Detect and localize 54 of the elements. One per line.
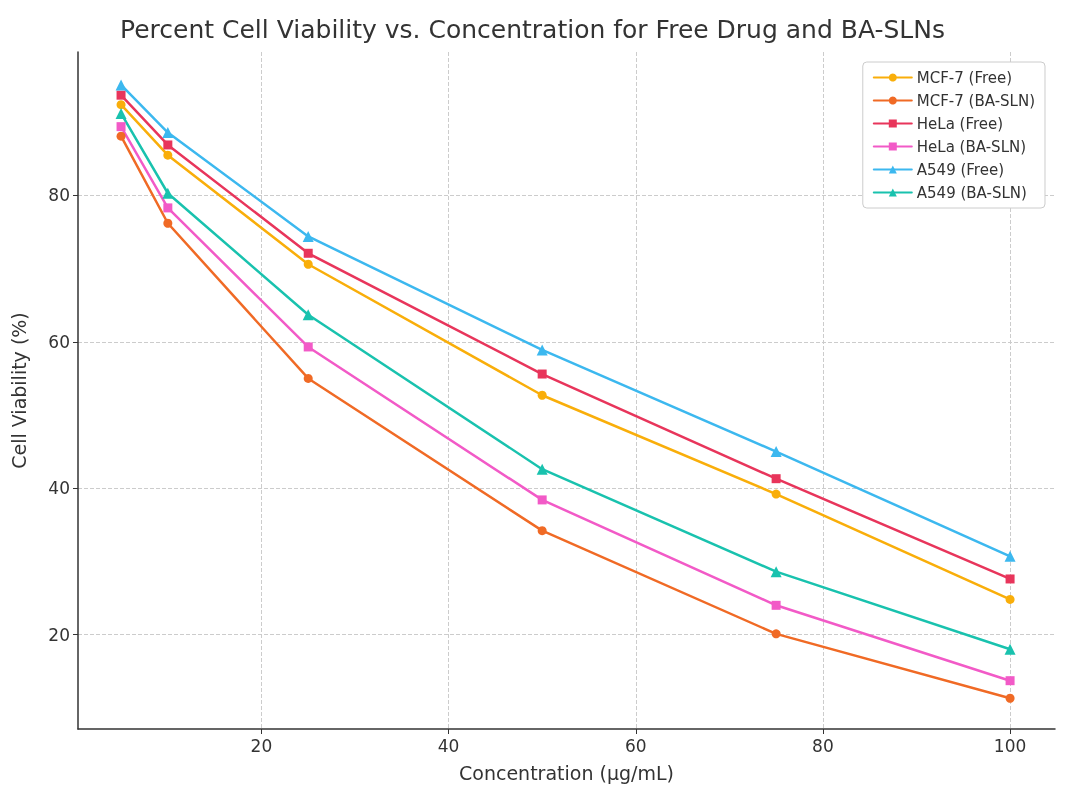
point xyxy=(162,127,174,139)
point xyxy=(163,218,173,228)
point xyxy=(162,187,174,199)
point xyxy=(537,390,547,400)
point xyxy=(116,100,126,110)
point xyxy=(303,342,313,352)
x-axis-title: Concentration (µg/mL) xyxy=(459,761,674,784)
point xyxy=(303,259,313,269)
point xyxy=(536,463,548,475)
point xyxy=(537,495,547,505)
point xyxy=(115,107,127,119)
point xyxy=(302,309,314,321)
point xyxy=(303,248,313,258)
point xyxy=(1005,693,1015,703)
x-tick-label: 100 xyxy=(993,735,1027,756)
point xyxy=(1005,574,1015,584)
point xyxy=(537,526,547,536)
y-axis-title: Cell Viability (%) xyxy=(7,312,30,469)
legend-label: A549 (BA-SLN) xyxy=(916,183,1027,202)
point xyxy=(771,474,781,484)
legend-label: HeLa (Free) xyxy=(916,114,1004,133)
x-tick-label: 20 xyxy=(250,735,273,756)
point xyxy=(1005,676,1015,686)
point xyxy=(1004,643,1016,655)
point xyxy=(115,79,127,91)
chart-title: Percent Cell Viability vs. Concentration for Free Drug and BA-SLNs xyxy=(119,15,946,44)
point xyxy=(771,629,781,639)
legend-label: MCF-7 (Free) xyxy=(916,68,1013,87)
point xyxy=(303,373,313,383)
y-tick-label: 20 xyxy=(48,624,70,645)
point xyxy=(536,344,548,356)
legend-label: HeLa (BA-SLN) xyxy=(916,137,1027,156)
point xyxy=(771,600,781,610)
legend-label: MCF-7 (BA-SLN) xyxy=(916,91,1036,110)
point xyxy=(770,566,782,578)
x-tick-label: 60 xyxy=(624,735,647,756)
point xyxy=(116,131,126,141)
point xyxy=(163,150,173,160)
point xyxy=(1005,594,1015,604)
point xyxy=(163,140,173,150)
y-tick-label: 60 xyxy=(48,331,70,352)
point xyxy=(771,489,781,499)
point xyxy=(116,122,126,132)
x-tick-label: 80 xyxy=(812,735,834,756)
point xyxy=(163,203,173,213)
y-tick-label: 40 xyxy=(48,478,70,499)
point xyxy=(302,230,314,242)
y-tick-label: 80 xyxy=(48,185,70,206)
point xyxy=(1004,550,1016,562)
point xyxy=(116,90,126,100)
legend-label: A549 (Free) xyxy=(916,160,1004,179)
point xyxy=(537,369,547,379)
point xyxy=(770,446,782,458)
x-tick-label: 40 xyxy=(437,735,460,756)
